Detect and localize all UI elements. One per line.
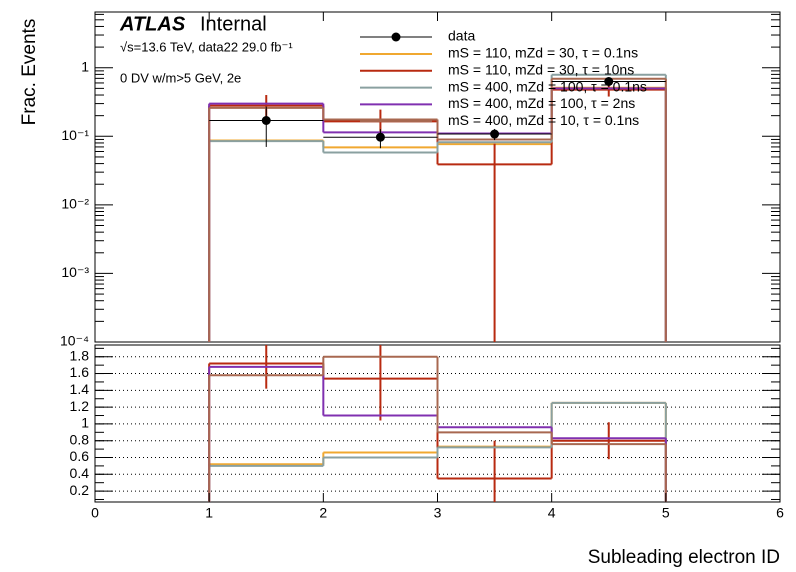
y-tick-label: 10⁻² <box>61 196 89 212</box>
legend-label: mS = 110, mZd = 30, τ = 10ns <box>448 62 634 78</box>
y-tick-label: 0.6 <box>70 448 90 464</box>
legend-label: data <box>448 28 475 44</box>
x-tick-label: 2 <box>319 505 327 521</box>
data-point <box>261 116 271 126</box>
y-tick-label: 1.2 <box>70 398 90 414</box>
legend-label: mS = 400, mZd = 10, τ = 0.1ns <box>448 112 639 128</box>
data-point <box>375 132 385 142</box>
subtitle: √s=13.6 TeV, data22 29.0 fb⁻¹ <box>120 39 293 54</box>
x-tick-label: 4 <box>548 505 556 521</box>
y-tick-label: 1.4 <box>70 381 90 397</box>
selection: 0 DV w/m>5 GeV, 2e <box>120 70 241 85</box>
y-tick-label: 1 <box>81 415 89 431</box>
x-tick-label: 3 <box>434 505 442 521</box>
legend-marker <box>391 32 401 42</box>
legend-label: mS = 110, mZd = 30, τ = 0.1ns <box>448 45 638 61</box>
y-tick-label: 1.6 <box>70 364 90 380</box>
x-tick-label: 6 <box>776 505 784 521</box>
x-tick-label: 1 <box>205 505 213 521</box>
status: Internal <box>200 13 267 35</box>
x-axis-label: Subleading electron ID <box>588 547 780 568</box>
plot-frame <box>94 11 781 343</box>
y-tick-label: 1.8 <box>70 347 90 363</box>
y-tick-label: 10⁻³ <box>61 264 89 280</box>
x-tick-label: 0 <box>91 505 99 521</box>
y-axis-label: Frac. Events <box>19 19 40 126</box>
y-tick-label: 0.4 <box>70 465 90 481</box>
data-point <box>490 129 500 139</box>
y-tick-label: 10⁻¹ <box>61 127 89 143</box>
y-tick-label: 0.8 <box>70 431 90 447</box>
legend-label: mS = 400, mZd = 100, τ = 0.1ns <box>448 78 647 94</box>
y-tick-label: 10⁻⁴ <box>60 333 89 349</box>
x-tick-label: 5 <box>662 505 670 521</box>
data-point <box>604 76 614 86</box>
y-tick-label: 1 <box>81 58 89 74</box>
experiment: ATLAS <box>119 13 186 35</box>
y-tick-label: 0.2 <box>70 482 90 498</box>
legend-label: mS = 400, mZd = 100, τ = 2ns <box>448 95 635 111</box>
